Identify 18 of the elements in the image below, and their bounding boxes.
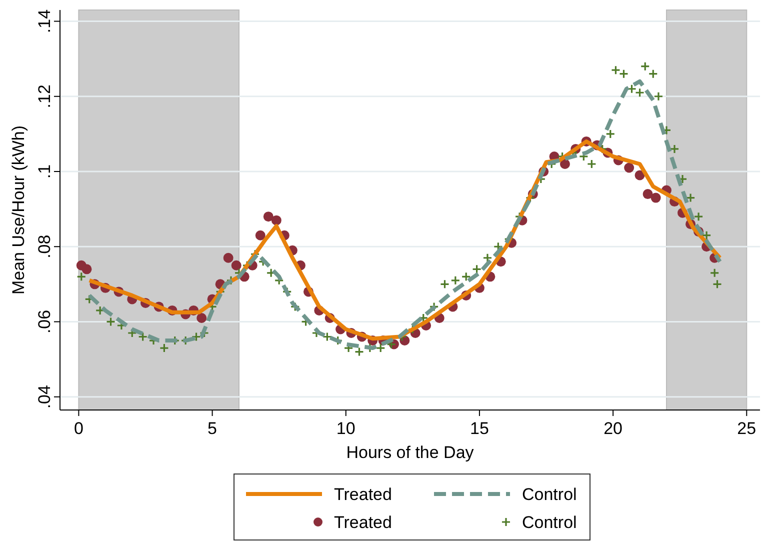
y-tick-label: .08 xyxy=(35,234,54,258)
x-tick-label: 25 xyxy=(737,419,756,438)
y-tick-label: .04 xyxy=(35,385,54,409)
x-tick-label: 5 xyxy=(208,419,218,438)
legend-label: Control xyxy=(522,485,577,504)
legend-label: Treated xyxy=(334,513,392,532)
legend-label: Treated xyxy=(334,485,392,504)
x-tick-label: 15 xyxy=(470,419,489,438)
x-tick-label: 0 xyxy=(74,419,84,438)
x-tick-label: 10 xyxy=(336,419,356,438)
y-axis-title: Mean Use/Hour (kWh) xyxy=(9,125,28,295)
y-tick-label: .06 xyxy=(35,310,54,334)
y-tick-label: .14 xyxy=(35,9,54,34)
x-axis-title: Hours of the Day xyxy=(346,443,474,462)
y-tick-label: .12 xyxy=(35,84,54,108)
legend-label: Control xyxy=(522,513,577,532)
y-tick-label: .1 xyxy=(35,164,54,179)
x-tick-label: 20 xyxy=(604,419,623,438)
